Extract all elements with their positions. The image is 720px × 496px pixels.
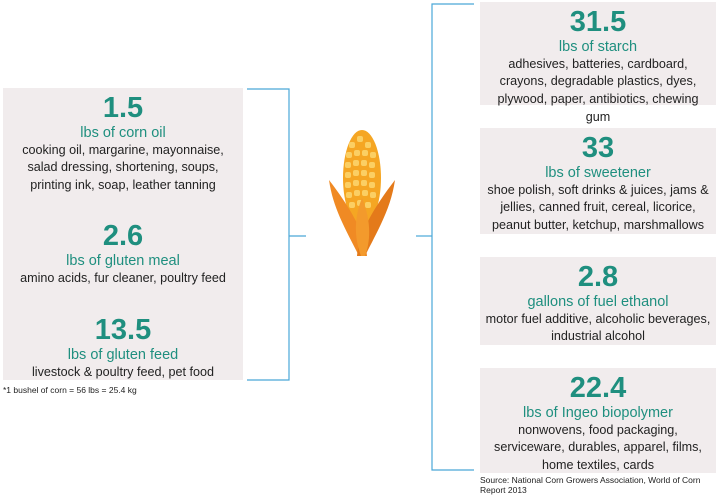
left-bracket (247, 88, 290, 381)
right-bracket (431, 3, 474, 471)
corn-cob-icon (329, 130, 395, 256)
starch-unit: lbs of starch (558, 39, 638, 55)
sweetener-unit: lbs of sweetener (545, 165, 651, 181)
fuel-ethanol-unit: gallons of fuel ethanol (527, 294, 669, 310)
starch-amount: 31.5 (569, 6, 627, 38)
corn-oil-uses: cooking oil, margarine, mayonnaise, sala… (22, 142, 224, 192)
corn-oil-amount: 1.5 (102, 92, 144, 124)
corn-oil-unit: lbs of corn oil (80, 125, 166, 141)
sweetener-uses: shoe polish, soft drinks & juices, jams … (487, 182, 709, 232)
gluten-meal-amount: 2.6 (102, 220, 144, 252)
source-note: Source: National Corn Growers Associatio… (480, 475, 701, 495)
starch-uses: adhesives, batteries, cardboard, crayons… (497, 56, 699, 124)
fuel-ethanol-uses: motor fuel additive, alcoholic beverages… (485, 311, 711, 344)
sweetener-amount: 33 (581, 132, 615, 164)
fuel-ethanol-amount: 2.8 (577, 261, 619, 293)
gluten-meal-uses: amino acids, fur cleaner, poultry feed (20, 270, 226, 285)
footnote: *1 bushel of corn = 56 lbs = 25.4 kg (3, 385, 137, 395)
fuel-ethanol-item: 2.8 gallons of fuel ethanol motor fuel a… (480, 257, 716, 345)
biopolymer-item: 22.4 lbs of Ingeo biopolymer nonwovens, … (480, 368, 716, 473)
starch-item: 31.5 lbs of starch adhesives, batteries,… (480, 2, 716, 124)
left-panel (3, 88, 243, 380)
gluten-feed-amount: 13.5 (94, 314, 152, 346)
biopolymer-amount: 22.4 (569, 372, 627, 404)
gluten-meal-item: 2.6 lbs of gluten meal amino acids, fur … (3, 222, 243, 287)
biopolymer-uses: nonwovens, food packaging, serviceware, … (494, 422, 702, 472)
corn-oil-item: 1.5 lbs of corn oil cooking oil, margari… (3, 94, 243, 195)
gluten-feed-unit: lbs of gluten feed (67, 347, 179, 363)
biopolymer-unit: lbs of Ingeo biopolymer (523, 405, 673, 421)
gluten-meal-unit: lbs of gluten meal (66, 253, 180, 269)
gluten-feed-item: 13.5 lbs of gluten feed livestock & poul… (3, 316, 243, 381)
sweetener-item: 33 lbs of sweetener shoe polish, soft dr… (480, 128, 716, 234)
gluten-feed-uses: livestock & poultry feed, pet food (31, 364, 214, 379)
